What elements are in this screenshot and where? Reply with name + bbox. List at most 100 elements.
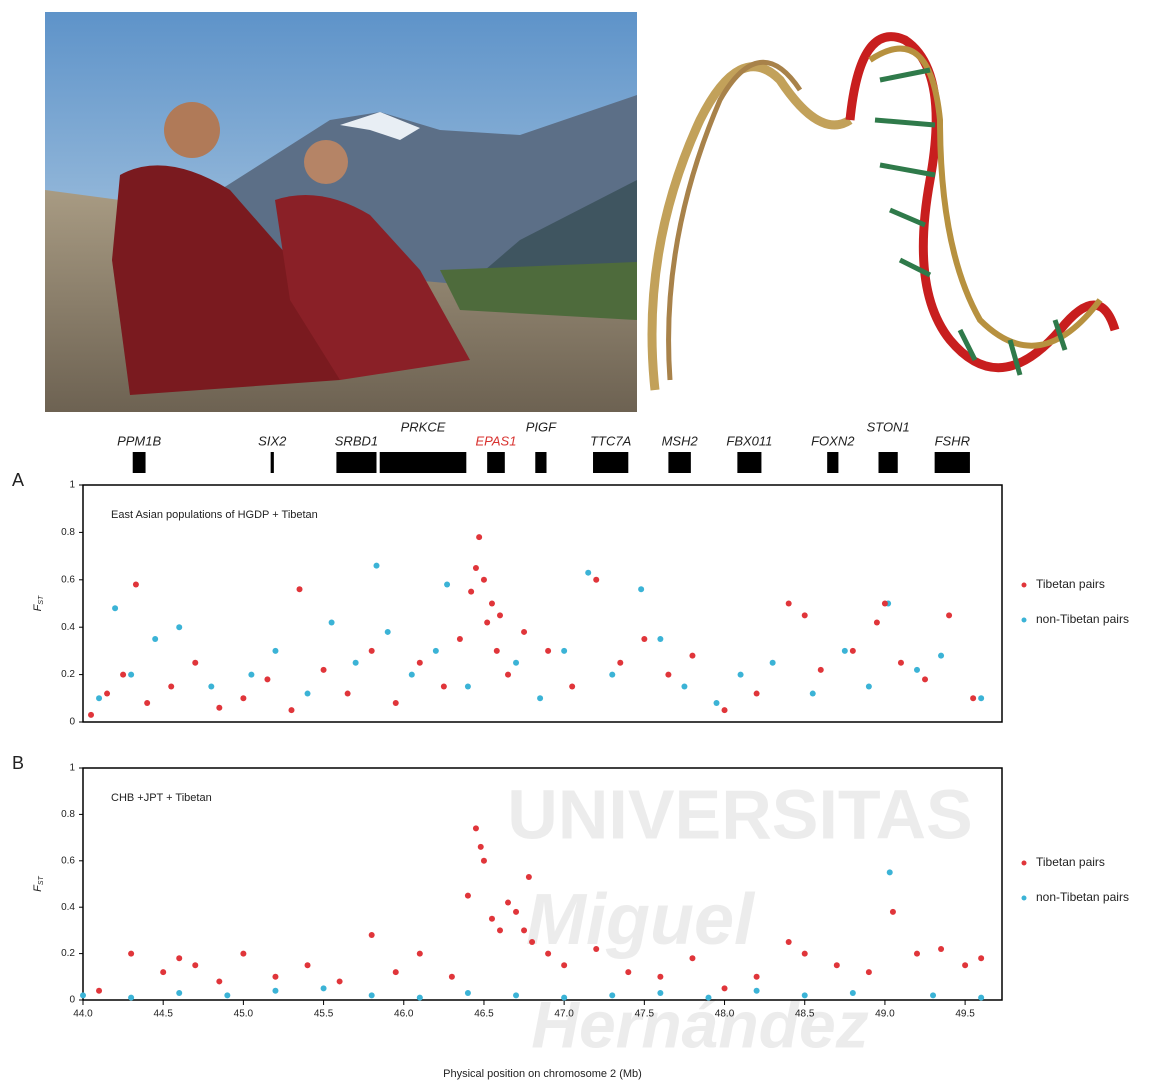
- data-point: [617, 660, 623, 666]
- y-tick-label: 0.4: [61, 622, 75, 633]
- data-point: [457, 636, 463, 642]
- data-point: [689, 653, 695, 659]
- data-point: [625, 969, 631, 975]
- data-point: [120, 672, 126, 678]
- legend-marker: [1022, 861, 1027, 866]
- data-point: [978, 955, 984, 961]
- data-point: [112, 605, 118, 611]
- data-point: [476, 534, 482, 540]
- x-tick-label: 44.5: [153, 1009, 173, 1020]
- x-tick-label: 44.0: [73, 1009, 93, 1020]
- data-point: [473, 565, 479, 571]
- data-point: [842, 648, 848, 654]
- data-point: [850, 990, 856, 996]
- data-point: [144, 700, 150, 706]
- data-point: [529, 939, 535, 945]
- data-point: [305, 691, 311, 697]
- data-point: [866, 683, 872, 689]
- data-point: [962, 962, 968, 968]
- x-tick-label: 49.5: [955, 1009, 975, 1020]
- data-point: [481, 577, 487, 583]
- y-axis-label-sub: ST: [38, 595, 45, 605]
- data-point: [465, 990, 471, 996]
- gene-label: SIX2: [258, 433, 287, 448]
- x-tick-label: 46.5: [474, 1009, 494, 1020]
- data-point: [810, 691, 816, 697]
- photo: [45, 12, 637, 412]
- legend-label: Tibetan pairs: [1036, 577, 1105, 591]
- data-point: [770, 660, 776, 666]
- data-point: [938, 946, 944, 952]
- data-point: [914, 951, 920, 957]
- annotation: East Asian populations of HGDP + Tibetan: [111, 509, 318, 521]
- data-point: [505, 900, 511, 906]
- data-point: [374, 563, 380, 569]
- data-point: [497, 927, 503, 933]
- data-point: [874, 619, 880, 625]
- data-point: [484, 619, 490, 625]
- data-point: [898, 660, 904, 666]
- data-point: [738, 672, 744, 678]
- data-point: [353, 660, 359, 666]
- data-point: [288, 707, 294, 713]
- data-point: [494, 648, 500, 654]
- gene-box: [336, 452, 376, 473]
- data-point: [96, 695, 102, 701]
- data-point: [248, 672, 254, 678]
- x-tick-label: 45.5: [314, 1009, 334, 1020]
- data-point: [818, 667, 824, 673]
- x-tick-label: 45.0: [234, 1009, 254, 1020]
- data-point: [272, 648, 278, 654]
- data-point: [754, 988, 760, 994]
- gene-label: PPM1B: [117, 433, 161, 448]
- gene-box: [668, 452, 690, 473]
- data-point: [345, 691, 351, 697]
- data-point: [433, 648, 439, 654]
- data-point: [609, 672, 615, 678]
- data-point: [321, 985, 327, 991]
- annotation: CHB +JPT + Tibetan: [111, 792, 212, 804]
- y-tick-label: 1: [69, 480, 75, 491]
- gene-label: FBX011: [726, 433, 772, 448]
- data-point: [104, 691, 110, 697]
- legend-marker: [1022, 583, 1027, 588]
- data-point: [128, 951, 134, 957]
- data-point: [96, 988, 102, 994]
- watermark: Miguel: [526, 880, 756, 960]
- y-tick-label: 0.6: [61, 574, 75, 585]
- data-point: [657, 636, 663, 642]
- data-point: [513, 660, 519, 666]
- legend-label: Tibetan pairs: [1036, 855, 1105, 869]
- watermark: UNIVERSITAS: [507, 775, 972, 853]
- data-point: [714, 700, 720, 706]
- data-point: [240, 951, 246, 957]
- legend-marker: [1022, 896, 1027, 901]
- data-point: [866, 969, 872, 975]
- data-point: [922, 676, 928, 682]
- data-point: [393, 700, 399, 706]
- gene-label: FSHR: [935, 433, 970, 448]
- data-point: [638, 586, 644, 592]
- data-point: [561, 962, 567, 968]
- data-point: [128, 995, 134, 1001]
- gene-box: [487, 452, 505, 473]
- data-point: [521, 927, 527, 933]
- data-point: [834, 962, 840, 968]
- y-tick-label: 0.8: [61, 527, 75, 538]
- x-tick-label: 47.5: [635, 1009, 655, 1020]
- data-point: [369, 992, 375, 998]
- data-point: [882, 601, 888, 607]
- data-point: [513, 992, 519, 998]
- data-point: [890, 909, 896, 915]
- gene-label: EPAS1: [476, 433, 517, 448]
- data-point: [689, 955, 695, 961]
- figure: UNIVERSITASMiguelHernándezPPM1BSIX2SRBD1…: [0, 0, 1151, 1084]
- data-point: [329, 619, 335, 625]
- data-point: [417, 951, 423, 957]
- gene-box: [535, 452, 546, 473]
- data-point: [176, 990, 182, 996]
- y-tick-label: 0.6: [61, 855, 75, 866]
- data-point: [393, 969, 399, 975]
- y-tick-label: 0.4: [61, 902, 75, 913]
- gene-label: PRKCE: [401, 419, 446, 434]
